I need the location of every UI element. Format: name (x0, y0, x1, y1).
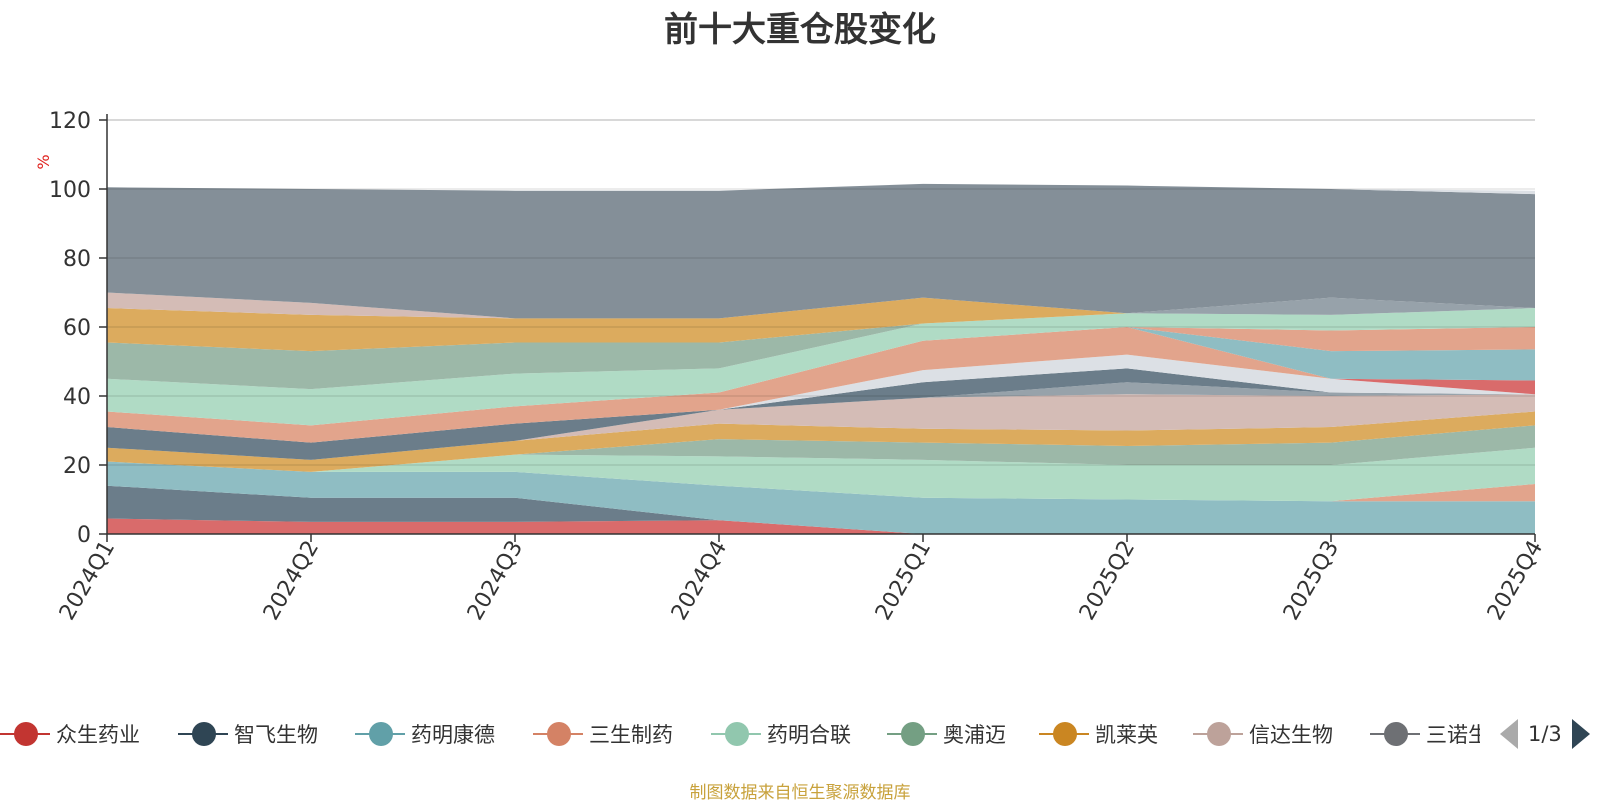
area-series-凯莱英 (107, 411, 1535, 472)
legend-marker-icon (533, 716, 583, 752)
y-tick-label-0: 0 (77, 523, 91, 548)
legend-pager: 1/3 (1500, 716, 1590, 752)
area-series-layer-18 (107, 297, 1535, 319)
x-tick-label-2025Q2: 2025Q2 (1075, 537, 1140, 625)
legend-page-indicator: 1/3 (1528, 722, 1562, 746)
legend-marker-icon (355, 716, 405, 752)
legend-marker-icon (1193, 716, 1243, 752)
legend-label: 智飞生物 (234, 723, 318, 747)
legend-item[interactable]: 信达生物 (1193, 716, 1333, 752)
legend-item[interactable]: 奥浦迈 (887, 716, 1006, 752)
y-tick-label-20: 20 (63, 454, 91, 479)
area-series-layer-16 (107, 308, 1535, 390)
y-tick-label-80: 80 (63, 247, 91, 272)
legend-prev-arrow-icon[interactable] (1500, 719, 1518, 749)
y-tick-label-60: 60 (63, 316, 91, 341)
legend: 众生药业 智飞生物 药明康德 三生制药 药明合联 奥浦迈 凯莱英 信达生物 三诺生物 (0, 716, 1480, 752)
legend-label: 信达生物 (1249, 723, 1333, 747)
y-tick-label-40: 40 (63, 385, 91, 410)
stacked-area-chart: 0 20 40 60 80 100 120% 2024Q1 2024Q2 2024Q3 2024Q4… (34, 109, 1548, 625)
area-series-layer-12 (107, 327, 1535, 443)
legend-label: 凯莱英 (1095, 723, 1158, 747)
legend-label: 三生制药 (589, 723, 673, 747)
area-series-药明合联 (107, 447, 1535, 502)
x-tick-label-2025Q3: 2025Q3 (1279, 537, 1344, 625)
area-series-智飞生物 (107, 485, 1535, 534)
x-tick-label-2024Q2: 2024Q2 (259, 537, 324, 625)
area-series-layer-20 (107, 183, 1535, 319)
area-series-layer-9 (107, 368, 1535, 460)
legend-item[interactable]: 三生制药 (533, 716, 673, 752)
x-tick-label-2024Q4: 2024Q4 (667, 537, 732, 625)
area-series-layer-15 (107, 308, 1535, 426)
area-series-三生制药 (107, 461, 1535, 502)
legend-marker-icon (0, 716, 50, 752)
legend-marker-icon (1370, 716, 1420, 752)
legend-label: 药明康德 (411, 723, 495, 747)
x-tick-label-2024Q1: 2024Q1 (55, 537, 120, 625)
chart-title: 前十大重仓股变化 (664, 10, 936, 50)
legend-label: 众生药业 (56, 723, 140, 747)
area-series-奥浦迈 (107, 425, 1535, 472)
area-series-信达生物 (107, 394, 1535, 460)
area-series-药明康德 (107, 461, 1535, 534)
x-tick-label-2025Q1: 2025Q1 (871, 537, 936, 625)
y-axis-label: % (34, 154, 53, 169)
area-series-layer-14 (107, 327, 1535, 426)
legend-label: 药明合联 (767, 723, 851, 747)
source-footnote: 制图数据来自恒生聚源数据库 (689, 783, 911, 803)
legend-item[interactable]: 药明康德 (355, 716, 495, 752)
y-tick-label-120: 120 (49, 109, 91, 134)
legend-item[interactable]: 众生药业 (0, 716, 140, 752)
legend-label: 三诺生物 (1426, 723, 1480, 747)
legend-item[interactable]: 三诺生物 (1370, 716, 1480, 752)
x-tick-label-2025Q4: 2025Q4 (1483, 537, 1548, 625)
legend-item[interactable]: 凯莱英 (1039, 716, 1158, 752)
legend-marker-icon (1039, 716, 1089, 752)
legend-item[interactable]: 智飞生物 (178, 716, 318, 752)
area-series-众生药业 (107, 518, 1535, 534)
y-tick-label-100: 100 (49, 178, 91, 203)
area-series-layer-17 (107, 297, 1535, 352)
legend-marker-icon (711, 716, 761, 752)
legend-marker-icon (887, 716, 937, 752)
legend-marker-icon (178, 716, 228, 752)
legend-next-arrow-icon[interactable] (1571, 719, 1590, 749)
legend-label: 奥浦迈 (943, 723, 1006, 747)
x-tick-label-2024Q3: 2024Q3 (463, 537, 528, 625)
legend-item[interactable]: 药明合联 (711, 716, 851, 752)
